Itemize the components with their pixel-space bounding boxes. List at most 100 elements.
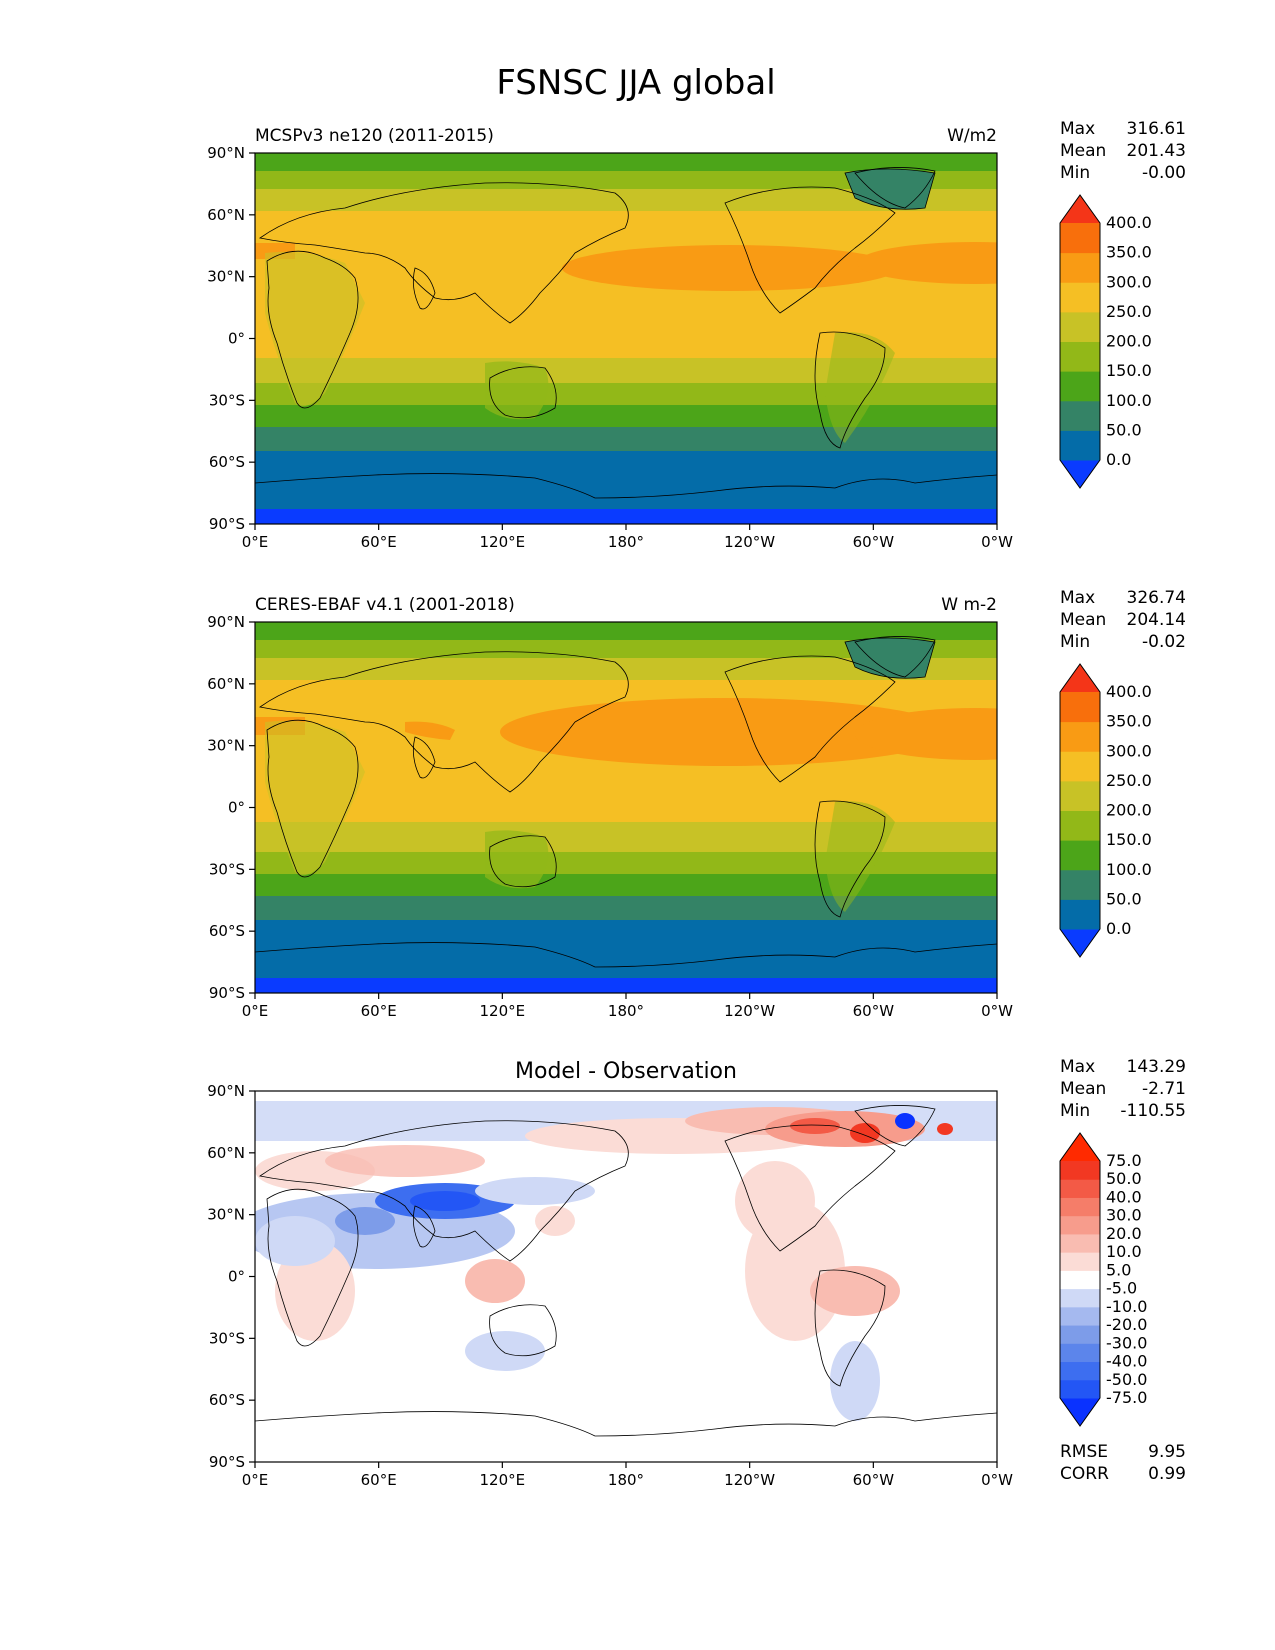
lat-tick-label: 0° [228, 330, 245, 348]
colorbar-segment [1060, 282, 1100, 313]
lon-axis: 0°E 60°E 120°E 180° 120°W 60°W 0°W [242, 993, 1013, 1020]
colorbar-segment [1060, 341, 1100, 372]
colorbar-tick-label: 40.0 [1106, 1187, 1142, 1206]
colorbar-segment [1060, 721, 1100, 752]
coastline [854, 636, 936, 678]
colorbar-segment [1060, 840, 1100, 871]
lat-tick-label: 30°S [209, 391, 245, 409]
figure-title: FSNSC JJA global [496, 63, 775, 103]
colorbar-tick-label: 100.0 [1106, 860, 1152, 879]
lon-axis: 0°E 60°E 120°E 180° 120°W 60°W 0°W [242, 1462, 1013, 1489]
lon-tick-label: 0°E [242, 533, 269, 551]
lat-tick-label: 90°N [207, 144, 245, 162]
colorbar-tick-label: 50.0 [1106, 420, 1142, 439]
stat-min-value: -0.00 [1142, 163, 1186, 183]
colorbar-tick-label: -30.0 [1106, 1333, 1147, 1352]
colorbar-segment [1060, 1233, 1100, 1253]
colorbar-tick-label: -40.0 [1106, 1352, 1147, 1371]
colorbar-tick-label: -75.0 [1106, 1388, 1147, 1407]
colorbar-segment [1060, 1306, 1100, 1326]
map-field-difference [255, 1091, 997, 1462]
lat-tick-label: 30°S [209, 1329, 245, 1347]
colorbar-segment [1060, 1215, 1100, 1235]
lon-tick-label: 60°E [361, 533, 397, 551]
colorbar-segment [1060, 1270, 1100, 1290]
lat-tick-label: 60°S [209, 922, 245, 940]
coastline [255, 473, 997, 499]
skill-scores: RMSE 9.95 CORR 0.99 [1060, 1442, 1186, 1484]
panel-left-title: MCSPv3 ne120 (2011-2015) [255, 126, 494, 146]
colorbar-tick-label: 0.0 [1106, 919, 1131, 938]
colorbar-tick-label: 75.0 [1106, 1151, 1142, 1170]
lat-tick-label: 30°N [207, 268, 245, 286]
colorbar-tick-label: 20.0 [1106, 1224, 1142, 1243]
stat-mean-value: 201.43 [1127, 141, 1186, 161]
colorbar-tick-label: 400.0 [1106, 213, 1152, 232]
coastline [489, 1304, 557, 1357]
rmse-value: 9.95 [1148, 1442, 1186, 1462]
coastline [259, 1120, 629, 1262]
lat-axis: 90°N 60°N 30°N 0° 30°S 60°S 90°S [207, 144, 255, 533]
colorbar-tick-label: 150.0 [1106, 830, 1152, 849]
lon-tick-label: 0°W [981, 1002, 1013, 1020]
colorbar-extend-min [1060, 460, 1100, 488]
lon-tick-label: 60°E [361, 1002, 397, 1020]
colorbar-tick-label: -20.0 [1106, 1315, 1147, 1334]
colorbar-tick-label: 0.0 [1106, 450, 1131, 469]
lon-tick-label: 60°W [853, 533, 895, 551]
lon-tick-label: 180° [608, 533, 644, 551]
colorbar-segment [1060, 371, 1100, 402]
colorbar-tick-label: 250.0 [1106, 771, 1152, 790]
lon-tick-label: 60°E [361, 1471, 397, 1489]
colorbar-segment [1060, 869, 1100, 900]
colorbar-segment [1060, 751, 1100, 782]
colorbar-segment [1060, 780, 1100, 811]
colorbar-tick-label: 300.0 [1106, 741, 1152, 760]
colorbar-tick-label: 50.0 [1106, 889, 1142, 908]
colorbar-segment [1060, 1288, 1100, 1308]
lon-tick-label: 180° [608, 1002, 644, 1020]
colorbar-tick-label: 50.0 [1106, 1169, 1142, 1188]
lat-tick-label: 90°S [209, 984, 245, 1002]
coastline [489, 366, 557, 419]
colorbar-tick-label: 100.0 [1106, 391, 1152, 410]
colorbar-segment [1060, 1343, 1100, 1363]
coastline [854, 167, 936, 209]
colorbar-tick-label: 400.0 [1106, 682, 1152, 701]
panel-center-title: Model - Observation [515, 1059, 737, 1084]
coastline [724, 1124, 896, 1252]
colorbar-tick-label: 300.0 [1106, 272, 1152, 291]
colorbar-tick-label: 5.0 [1106, 1260, 1131, 1279]
stat-min-label: Min [1060, 163, 1090, 183]
stat-min-label: Min [1060, 632, 1090, 652]
stat-mean-value: 204.14 [1127, 610, 1186, 630]
lat-tick-label: 90°S [209, 1453, 245, 1471]
lat-tick-label: 0° [228, 799, 245, 817]
panel-model: MCSPv3 ne120 (2011-2015) W/m2 [207, 119, 1186, 551]
colorbar-tick-label: 200.0 [1106, 332, 1152, 351]
colorbar-extend-max [1060, 195, 1100, 223]
coastline [412, 267, 436, 310]
lat-tick-label: 90°N [207, 1082, 245, 1100]
lat-tick-label: 90°S [209, 515, 245, 533]
stats-block: Max 143.29 Mean -2.71 Min -110.55 [1060, 1057, 1186, 1121]
colorbar-extend-max [1060, 1133, 1100, 1161]
coastline [814, 1269, 886, 1387]
colorbar-segment [1060, 400, 1100, 431]
stats-block: Max 316.61 Mean 201.43 Min -0.00 [1060, 119, 1186, 183]
colorbar-segment [1060, 692, 1100, 723]
coastline [259, 651, 629, 793]
stat-max-label: Max [1060, 588, 1095, 608]
lon-tick-label: 120°W [724, 1471, 775, 1489]
coastline [259, 182, 629, 324]
lat-tick-label: 60°N [207, 1144, 245, 1162]
lon-tick-label: 60°W [853, 1471, 895, 1489]
lat-tick-label: 90°N [207, 613, 245, 631]
lon-tick-label: 120°E [480, 533, 526, 551]
stat-min-value: -110.55 [1120, 1101, 1186, 1121]
lat-tick-label: 30°N [207, 1206, 245, 1224]
panel-left-title: CERES-EBAF v4.1 (2001-2018) [255, 595, 515, 615]
colorbar-model: 0.0 50.0 100.0 150.0 200.0 250.0 300.0 350.0 400… [1059, 194, 1152, 489]
stat-max-label: Max [1060, 119, 1095, 139]
